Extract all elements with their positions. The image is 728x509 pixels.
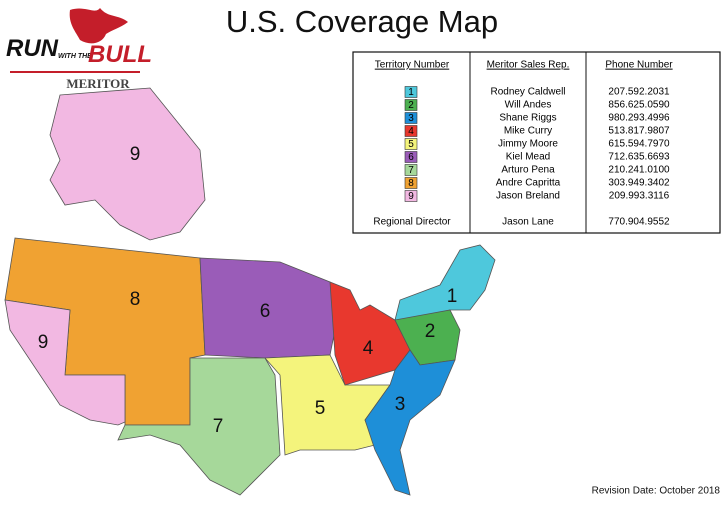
territory-label: 3 [395, 394, 406, 415]
territory-number: 8 [408, 178, 414, 189]
sales-rep: Arturo Pena [501, 165, 555, 176]
bull-icon [69, 8, 128, 44]
director-role: Regional Director [373, 217, 451, 228]
territory-swatch [404, 138, 418, 150]
logo-brand: MERITOR [66, 76, 130, 91]
territory-label: 5 [315, 398, 326, 419]
territory-number: 7 [408, 165, 414, 176]
phone-number: 712.635.6693 [608, 152, 670, 163]
territory-number: 5 [408, 139, 414, 150]
logo: RUN WITH THE BULL MERITOR [6, 8, 152, 91]
logo-run: RUN [6, 35, 59, 62]
phone-number: 209.993.3116 [609, 191, 670, 202]
territory-number: 1 [408, 87, 414, 98]
territory-number: 6 [408, 152, 414, 163]
sales-rep: Jason Breland [496, 191, 560, 202]
sales-rep: Andre Capritta [496, 178, 561, 189]
territory-label: 8 [130, 289, 141, 310]
territory-swatch [404, 190, 418, 202]
phone-number: 210.241.0100 [608, 165, 670, 176]
territory-label: 9 [38, 332, 49, 353]
logo-with-the: WITH THE [58, 53, 92, 60]
sales-rep: Jimmy Moore [498, 139, 558, 150]
table-header: Territory Number [375, 60, 450, 71]
sales-rep: Mike Curry [504, 126, 552, 137]
territory-swatch [404, 86, 418, 98]
logo-bull: BULL [88, 41, 152, 68]
territory-number: 2 [408, 100, 414, 111]
territory-region [117, 357, 281, 496]
territory-region [4, 299, 126, 426]
territory-swatch [404, 177, 418, 189]
director-name: Jason Lane [502, 217, 554, 228]
territory-swatch [404, 125, 418, 137]
sales-rep: Will Andes [505, 100, 552, 111]
sales-rep: Shane Riggs [499, 113, 556, 124]
table-border [352, 51, 721, 234]
territory-swatch [404, 112, 418, 124]
territory-label: 2 [425, 321, 436, 342]
director-phone: 770.904.9552 [608, 217, 670, 228]
territory-label: 1 [447, 286, 458, 307]
phone-number: 207.592.2031 [608, 87, 670, 98]
territory-swatch [404, 151, 418, 163]
territory-swatch [404, 164, 418, 176]
territory-label: 4 [363, 338, 374, 359]
territory-number: 3 [408, 113, 414, 124]
phone-number: 513.817.9807 [608, 126, 670, 137]
revision-date: Revision Date: October 2018 [592, 486, 721, 497]
territory-label: 6 [260, 301, 271, 322]
phone-number: 303.949.3402 [608, 178, 670, 189]
phone-number: 856.625.0590 [608, 100, 670, 111]
table-rows: 1 Rodney Caldwell 207.592.2031 2 Will Andes 8… [404, 86, 670, 202]
table-header: Phone Number [605, 60, 673, 71]
sales-rep: Rodney Caldwell [490, 87, 565, 98]
territory-region [364, 349, 456, 496]
phone-number: 980.293.4996 [608, 113, 670, 124]
sales-rep: Kiel Mead [506, 152, 550, 163]
territory-swatch [404, 99, 418, 111]
table-header: Meritor Sales Rep. [487, 60, 570, 71]
territory-label: 9 [130, 144, 141, 165]
territory-region [49, 87, 206, 241]
territory-label: 7 [213, 416, 224, 437]
phone-number: 615.594.7970 [608, 139, 670, 150]
title: U.S. Coverage Map [226, 4, 498, 39]
territory-number: 9 [408, 191, 414, 202]
territory-number: 4 [408, 126, 414, 137]
